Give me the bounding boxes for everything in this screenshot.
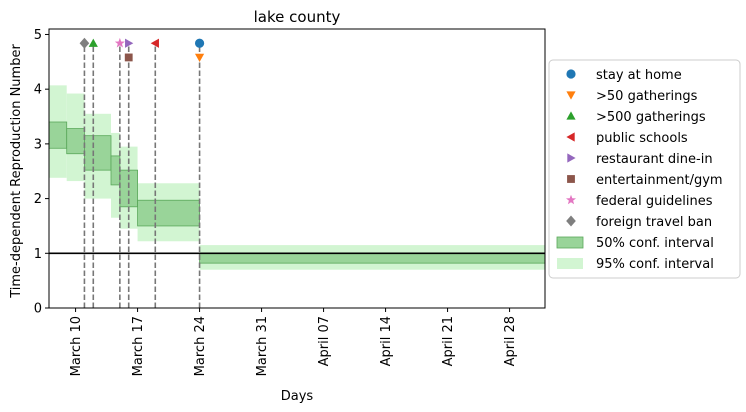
ci50-band [110, 155, 121, 186]
legend-marker [566, 69, 576, 79]
x-tick-label: March 10 [69, 316, 84, 376]
ci50-band [137, 199, 200, 227]
legend-label: federal guidelines [596, 194, 713, 209]
intervention-marker [150, 38, 159, 48]
legend-label: 95% conf. interval [596, 257, 714, 272]
legend-label: 50% conf. interval [596, 236, 714, 251]
axes-frame [48, 28, 546, 309]
x-axis-label: Days [281, 389, 314, 404]
intervention-marker [125, 38, 134, 48]
legend-label: foreign travel ban [596, 215, 712, 230]
x-tick-label: April 28 [503, 316, 518, 366]
y-tick-label: 4 [34, 83, 42, 98]
legend-label: stay at home [596, 68, 682, 83]
x-tick-label: March 24 [193, 316, 208, 376]
ci50-band [199, 252, 546, 264]
legend-label: restaurant dine-in [596, 152, 713, 167]
intervention-marker [114, 37, 125, 48]
legend-label: >50 gatherings [596, 89, 698, 104]
intervention-marker [194, 38, 205, 48]
intervention-marker [194, 53, 205, 63]
y-tick-label: 0 [34, 302, 42, 317]
y-tick-label: 2 [34, 192, 42, 207]
x-tick-label: March 31 [255, 316, 270, 376]
legend-label: >500 gatherings [596, 110, 706, 125]
legend-marker [566, 132, 575, 142]
legend-marker [567, 153, 576, 163]
chart-title: lake county [254, 8, 341, 26]
ci50-band [84, 135, 112, 171]
y-tick-label: 1 [34, 247, 42, 262]
legend-marker [566, 215, 576, 227]
legend-marker [566, 91, 576, 100]
legend-label: entertainment/gym [596, 173, 723, 188]
intervention-marker [88, 38, 98, 47]
ci50-band [66, 128, 85, 155]
y-axis-label: Time-dependent Reproduction Number [9, 44, 24, 299]
intervention-marker [124, 53, 133, 62]
legend-swatch [557, 258, 583, 269]
x-tick-label: April 21 [441, 316, 456, 366]
x-tick-label: March 17 [131, 316, 146, 376]
plot-area: 0 1 2 3 4 5 March 10 March 17 March 24 March 31 Ap… [34, 28, 546, 376]
ci50-band [48, 121, 68, 149]
legend-marker [565, 194, 577, 205]
x-tick-label: April 14 [379, 316, 394, 366]
intervention-marker [79, 37, 90, 49]
legend-label: public schools [596, 131, 688, 146]
legend: stay at home >50 gatherings >500 gathering… [548, 59, 741, 279]
x-tick-label: April 07 [317, 316, 332, 366]
legend-swatch [556, 236, 584, 249]
legend-marker [567, 175, 575, 183]
legend-box [548, 59, 741, 279]
y-tick-label: 5 [34, 28, 42, 43]
y-tick-label: 3 [34, 137, 42, 152]
legend-marker [566, 111, 576, 120]
